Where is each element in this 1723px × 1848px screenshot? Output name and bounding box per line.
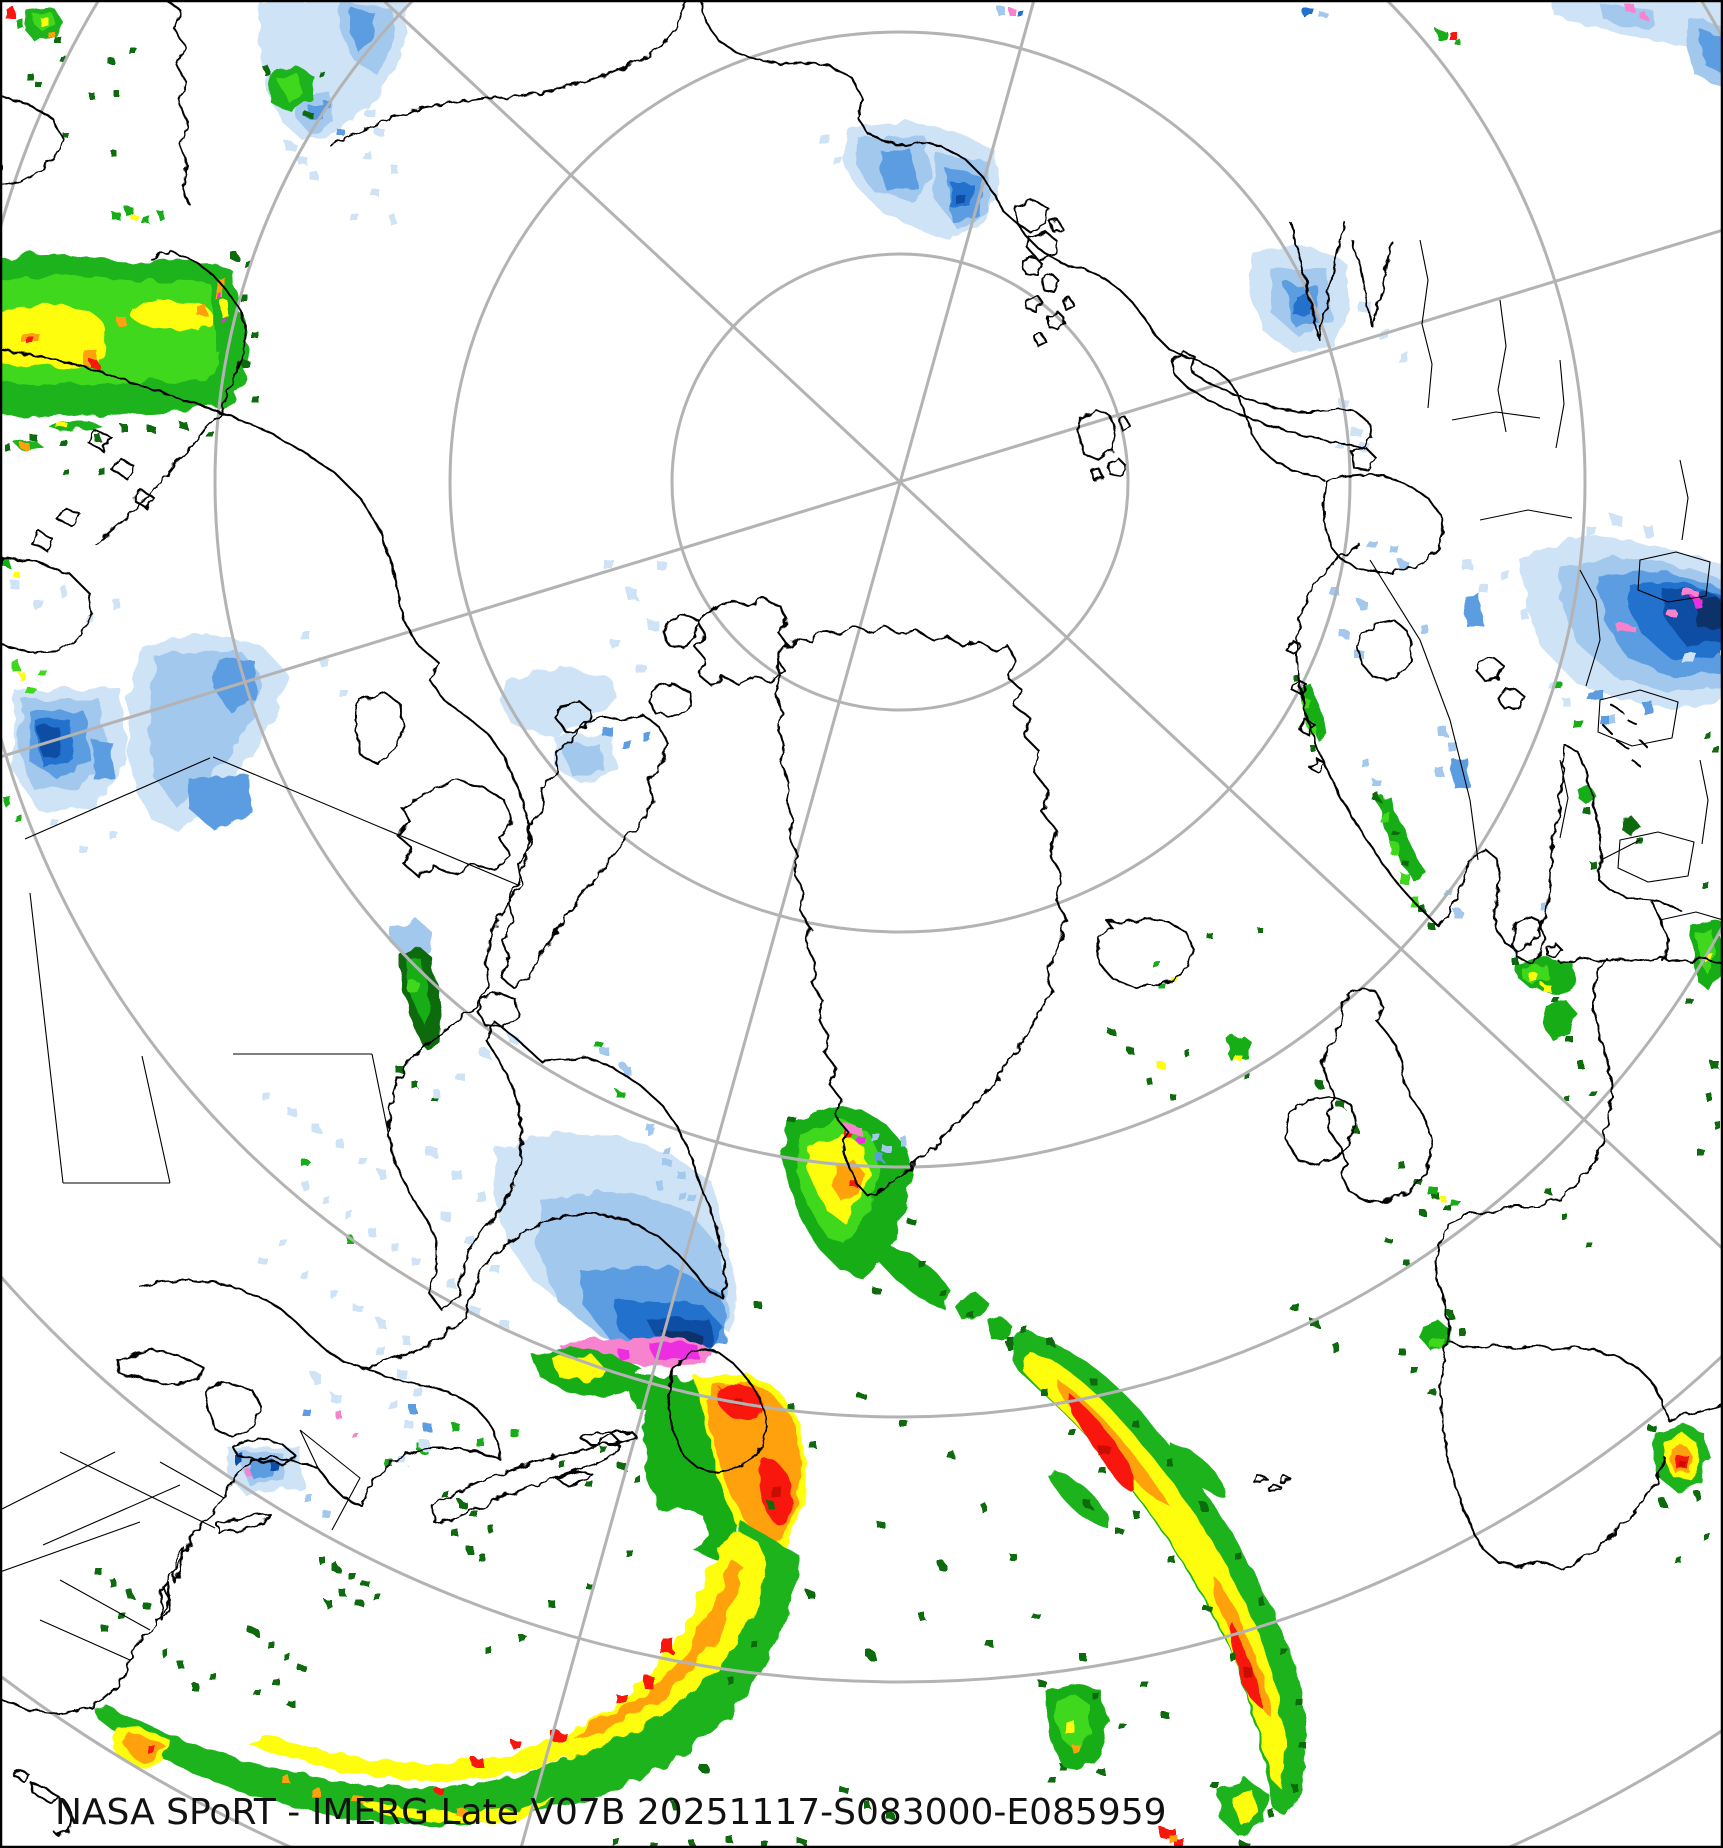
coast-lake-erie-ontario bbox=[231, 1437, 297, 1465]
kara-sea-snow bbox=[1250, 246, 1408, 453]
coast-chukotka bbox=[0, 95, 93, 653]
coast-newfoundland bbox=[667, 1347, 767, 1473]
border-canada-west bbox=[24, 756, 519, 1184]
coast-long-island bbox=[217, 1513, 271, 1533]
iberia-coastal-cell bbox=[1398, 1310, 1711, 1565]
coast-wrangel-chain bbox=[165, 0, 191, 206]
uk-france-showers bbox=[1226, 1034, 1592, 1264]
coast-azores bbox=[1253, 1475, 1291, 1493]
coast-alaska-south bbox=[95, 251, 247, 545]
coast-lake-huron bbox=[203, 1381, 263, 1439]
coast-banks-island bbox=[355, 691, 405, 765]
coast-white-sea bbox=[1357, 619, 1413, 681]
coast-pei bbox=[555, 1471, 593, 1487]
coast-lake-superior bbox=[117, 1349, 205, 1385]
coast-iceland bbox=[1095, 917, 1195, 987]
mid-atlantic-scattered-showers bbox=[612, 1302, 1169, 1848]
footer-label: NASA SPoRT - IMERG Late V07B 20251117-S0… bbox=[55, 1792, 1167, 1833]
coast-anticosti bbox=[579, 1431, 639, 1445]
border-russia-admin bbox=[1419, 239, 1723, 921]
siberia-snow-patches bbox=[820, 120, 1000, 240]
meridian-line bbox=[519, 0, 1036, 1848]
top-right-corner-snow bbox=[998, 0, 1723, 88]
coast-greenland bbox=[775, 625, 1067, 1197]
coast-ireland bbox=[1285, 1095, 1357, 1167]
greenland-tip-storm bbox=[782, 1106, 1013, 1343]
coast-kola bbox=[1323, 473, 1445, 573]
border-us-northeast bbox=[0, 1451, 225, 1661]
coast-axel-heiberg bbox=[663, 613, 699, 649]
canadian-arctic-snow bbox=[500, 560, 665, 784]
border-scandinavia bbox=[1369, 559, 1641, 861]
coast-baltic-south bbox=[1559, 901, 1721, 963]
coast-novaya-zemlya bbox=[1171, 351, 1377, 471]
coast-great-britain bbox=[1321, 987, 1433, 1203]
meridian-line bbox=[381, 0, 1723, 1251]
central-europe-showers bbox=[1512, 957, 1597, 1104]
coast-denmark bbox=[1511, 915, 1563, 963]
central-canada-shower-streak bbox=[392, 920, 441, 1102]
coast-bahamas bbox=[13, 1769, 73, 1836]
coast-severnaya-zemlya bbox=[1015, 199, 1063, 261]
ne-europe-snow-storm bbox=[1330, 516, 1723, 736]
mid-atlantic-front bbox=[1004, 1082, 1359, 1848]
latitude-circle-40n bbox=[0, 1273, 1723, 1684]
coast-st-lawrence bbox=[259, 1367, 501, 1507]
latitude-circle-80n bbox=[670, 252, 1130, 712]
coast-chesapeake bbox=[159, 1547, 185, 1621]
coast-victoria-island bbox=[397, 779, 513, 877]
chukchi-snow-area bbox=[258, 0, 408, 223]
coast-ellesmere bbox=[695, 597, 789, 687]
coast-franz-josef bbox=[1021, 255, 1075, 347]
coast-baffin-island bbox=[501, 713, 669, 989]
coast-north-america-mainland bbox=[0, 349, 727, 1369]
latitude-circle-60n bbox=[213, 0, 1587, 1169]
atlantic-canada-comma-storm bbox=[93, 1122, 806, 1826]
gulf-of-alaska-rain-band bbox=[0, 208, 259, 476]
northwest-corner-cell bbox=[5, 8, 137, 156]
admin-borders bbox=[0, 239, 1723, 1661]
latitude-circle-70n bbox=[448, 30, 1352, 934]
coast-nova-scotia bbox=[431, 1433, 621, 1523]
border-quebec-nb bbox=[299, 1429, 361, 1531]
coast-norway-fjord-islets bbox=[1285, 639, 1325, 773]
latitude-circle-50n bbox=[0, 0, 1723, 1419]
coast-svalbard bbox=[1077, 409, 1131, 481]
coast-alaska-islands bbox=[31, 429, 155, 551]
coast-france-iberia bbox=[1435, 957, 1723, 1571]
iceland-showers bbox=[1108, 926, 1261, 1102]
coast-southampton bbox=[477, 991, 519, 1029]
coast-ob-inlets bbox=[1289, 221, 1393, 339]
meridian-line bbox=[0, 228, 1723, 759]
coast-devon-island bbox=[555, 683, 693, 733]
